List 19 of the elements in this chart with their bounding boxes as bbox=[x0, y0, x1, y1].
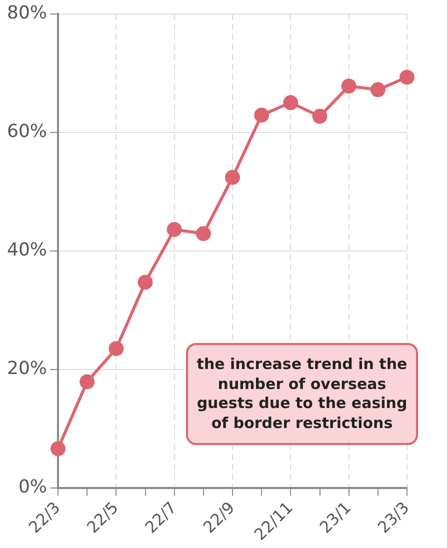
point bbox=[138, 274, 153, 290]
point bbox=[108, 341, 124, 356]
point bbox=[283, 95, 298, 110]
y-tick-label: 40% bbox=[6, 239, 48, 260]
point bbox=[80, 374, 95, 390]
point bbox=[225, 170, 240, 185]
y-tick-label: 20% bbox=[6, 358, 48, 379]
point bbox=[166, 222, 182, 237]
point bbox=[50, 441, 66, 456]
y-tick-label: 60% bbox=[6, 120, 48, 142]
y-tick-label: 0% bbox=[18, 476, 48, 498]
y-tick-label: 80% bbox=[6, 2, 48, 24]
point bbox=[400, 70, 414, 85]
point bbox=[370, 82, 386, 98]
point bbox=[341, 78, 356, 94]
annotation: the increase trend in the number of overseas guests due to the easing of border restrictions bbox=[186, 343, 418, 445]
point bbox=[254, 108, 270, 123]
point bbox=[312, 108, 328, 124]
point bbox=[196, 226, 211, 242]
